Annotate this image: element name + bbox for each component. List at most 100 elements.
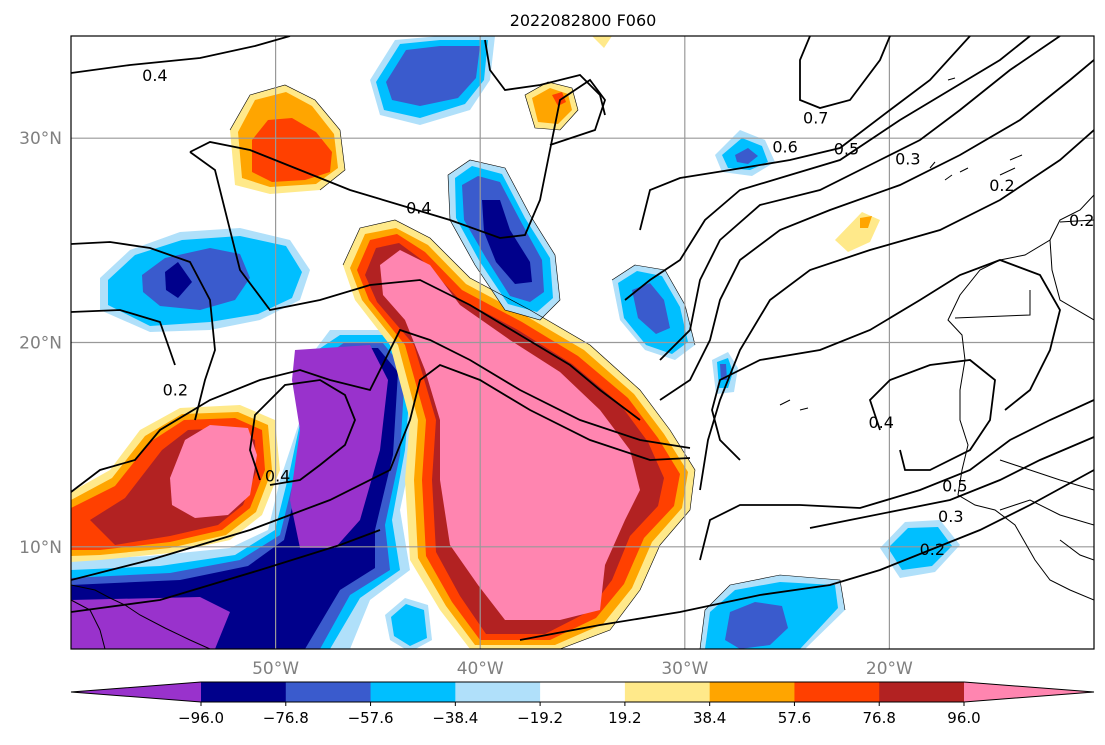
map-panel: 0.4 0.4 0.2 0.4 0.7 0.6 0.5 0.3 0.2 0.2 0.4 0.5 0.3 0…	[70, 35, 1095, 650]
colorbar-segment	[370, 682, 456, 702]
contour-east-0.3	[659, 59, 1094, 401]
coast-border-3	[999, 459, 1094, 491]
shade-tiny-warm-c-orange	[860, 216, 872, 228]
shade-tiny-warm-top	[592, 36, 612, 48]
contour-0.4-loop	[189, 151, 641, 421]
coast-border-2	[954, 290, 1031, 319]
coastlines	[71, 77, 1094, 649]
colorbar-tick-label: −19.2	[517, 709, 563, 727]
shade-small-blue-b-dark	[720, 364, 727, 380]
figure-title: 2022082800 F060	[510, 11, 657, 30]
lat-tick-label: 20°N	[19, 334, 62, 354]
coast-border-6	[1059, 219, 1094, 223]
contour-east-0.6	[639, 36, 971, 231]
contour-0.3-sw	[71, 363, 691, 581]
colorbar-tick-label: 38.4	[693, 709, 726, 727]
shade-basin-purple-2	[290, 345, 388, 548]
map-frame	[70, 35, 1095, 650]
coast-caribbean-2	[71, 599, 106, 649]
colorbar-segment	[455, 682, 541, 702]
shade-north-blue	[386, 46, 480, 106]
contour-label: 0.7	[803, 109, 828, 128]
shade-sw-warm-pink	[170, 425, 257, 518]
contour-east-0.3-s	[809, 436, 1094, 529]
contour-0.4-west	[189, 78, 607, 239]
lon-tick-label: 50°W	[252, 659, 299, 679]
contour-label: 0.4	[406, 199, 431, 218]
lat-tick-label: 10°N	[19, 538, 62, 558]
map-content: 0.4 0.4 0.2 0.4 0.7 0.6 0.5 0.3 0.2 0.2 0.4 0.5 0.3 0…	[71, 36, 1094, 649]
colorbar-segment	[794, 682, 880, 702]
contour-east-0.4-s2	[699, 399, 1094, 561]
contour-east-0.5	[624, 36, 1031, 301]
colorbar-segment	[201, 682, 287, 702]
colorbar-extend-low	[71, 682, 201, 702]
gridlines	[71, 36, 1094, 649]
contour-east-0.4-s	[711, 259, 1061, 461]
shade-west-blue	[142, 248, 250, 310]
colorbar-tick-label: 57.6	[778, 709, 811, 727]
contour-0.2-sw	[71, 529, 381, 613]
shade-se-cyan	[888, 527, 952, 570]
shade-small-blue-c-dark	[735, 148, 758, 164]
contour-label: 0.2	[1069, 211, 1094, 230]
coast-border-1	[1049, 239, 1094, 321]
contour-label: 0.4	[142, 66, 167, 85]
shade-s-blue	[725, 602, 788, 649]
lon-tick-label: 20°W	[866, 659, 913, 679]
shade-basin-purple	[71, 597, 230, 649]
contour-label: 0.2	[163, 380, 188, 399]
colorbar-tick-label: −96.0	[178, 709, 224, 727]
contour-label: 0.5	[942, 477, 967, 496]
contour-label: 0.4	[265, 466, 290, 485]
colorbar-segment	[285, 682, 372, 702]
contour-label: 0.6	[772, 137, 797, 156]
contour-east-0.2	[699, 129, 1094, 491]
colorbar-segment	[624, 682, 711, 702]
colorbar-segment	[540, 682, 626, 702]
contour-label: 0.5	[834, 139, 859, 158]
contour-east-0.5-s	[868, 359, 996, 471]
colorbar-tick-label: 19.2	[608, 709, 641, 727]
contour-label: 0.4	[868, 413, 893, 432]
shade-s2-cyan	[391, 604, 427, 646]
contour-lines	[71, 36, 1094, 641]
shade-small-warm-a-red	[552, 92, 566, 106]
shade-e-blue	[632, 283, 670, 334]
contour-label: 0.2	[989, 176, 1014, 195]
coast-border-5	[1059, 539, 1094, 561]
contour-label: 0.2	[920, 540, 945, 559]
contour-0.2-w2	[71, 309, 176, 366]
longitude-tick-labels: 50°W 40°W 30°W 20°W	[252, 659, 913, 679]
colorbar: −96.0 −76.8 −57.6 −38.4 −19.2 19.2 38.4 57.6 76.…	[70, 681, 1095, 727]
coast-africa	[947, 194, 1094, 601]
colorbar-tick-label: −38.4	[432, 709, 478, 727]
lat-tick-label: 30°N	[19, 129, 62, 149]
latitude-tick-labels: 30°N 20°N 10°N	[19, 129, 62, 558]
contour-0.2-west	[71, 241, 216, 421]
shaded-outlines	[229, 81, 846, 649]
colorbar-segment	[879, 682, 965, 702]
shade-nw-warm-red	[252, 118, 332, 182]
colorbar-segment	[709, 682, 795, 702]
contour-label: 0.3	[938, 507, 963, 526]
coast-border-4	[999, 499, 1094, 526]
shade-west-navy	[165, 262, 192, 298]
contour-central-n	[484, 39, 606, 116]
contour-0.4-sw	[71, 328, 691, 493]
colorbar-tick-label: 76.8	[863, 709, 896, 727]
contour-0.4-north	[71, 36, 291, 74]
contour-east-0.7	[799, 36, 891, 109]
colorbar-tick-label: −76.8	[263, 709, 309, 727]
contour-east-0.4	[659, 36, 1061, 361]
colorbar-tick-label: 96.0	[947, 709, 980, 727]
colorbar-tick-label: −57.6	[348, 709, 394, 727]
coast-caribbean	[71, 584, 211, 649]
lon-tick-label: 30°W	[661, 659, 708, 679]
contour-0.4-south-loop	[249, 379, 356, 486]
shade-mid-navy	[482, 200, 532, 284]
coast-islands	[779, 77, 1023, 411]
contour-labels: 0.4 0.4 0.2 0.4 0.7 0.6 0.5 0.3 0.2 0.2 0.4 0.5 0.3 0…	[142, 66, 1094, 559]
